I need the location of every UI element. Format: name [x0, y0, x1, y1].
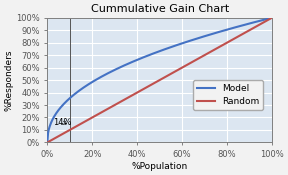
Line: Model: Model: [47, 18, 272, 142]
Random: [46, 141, 49, 144]
Random: [249, 28, 253, 30]
Text: 14%: 14%: [53, 118, 71, 127]
Model: [183, 41, 187, 44]
Model: [46, 141, 49, 144]
Random: [179, 68, 182, 70]
Model: [249, 22, 253, 24]
Random: [270, 17, 274, 19]
Random: [235, 36, 238, 38]
Model: [46, 132, 50, 134]
Model: [179, 43, 183, 45]
Model: [179, 43, 182, 45]
Model: [270, 17, 274, 19]
Random: [179, 67, 183, 69]
Legend: Model, Random: Model, Random: [193, 80, 263, 110]
X-axis label: %Population: %Population: [132, 162, 188, 171]
Line: Random: Random: [47, 18, 272, 142]
Random: [183, 65, 187, 67]
Title: Cummulative Gain Chart: Cummulative Gain Chart: [90, 4, 229, 14]
Model: [235, 26, 238, 28]
Random: [46, 141, 50, 143]
Y-axis label: %Responders: %Responders: [4, 49, 13, 111]
